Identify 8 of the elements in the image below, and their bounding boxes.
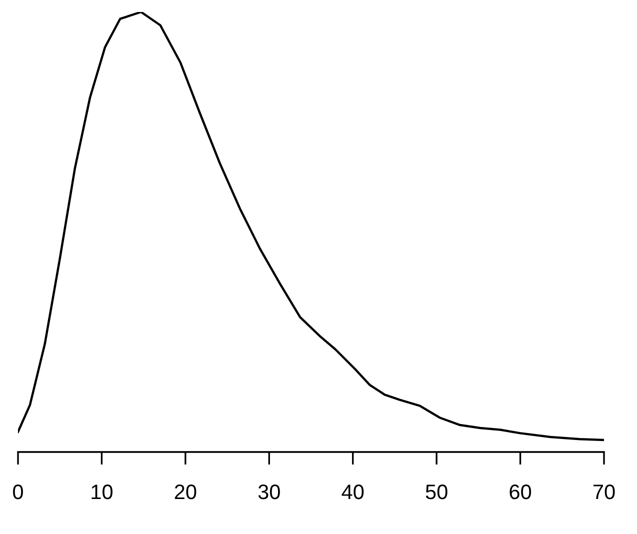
x-tick-label: 40 bbox=[342, 484, 364, 500]
x-tick-label: 30 bbox=[258, 484, 280, 500]
x-tick-label: 70 bbox=[593, 484, 615, 500]
x-tick-label: 60 bbox=[510, 484, 532, 500]
x-tick-label: 50 bbox=[426, 484, 448, 500]
x-tick-label: 10 bbox=[92, 484, 112, 500]
x-tick-label: 0 bbox=[13, 484, 23, 500]
x-tick-label: 20 bbox=[174, 484, 196, 500]
